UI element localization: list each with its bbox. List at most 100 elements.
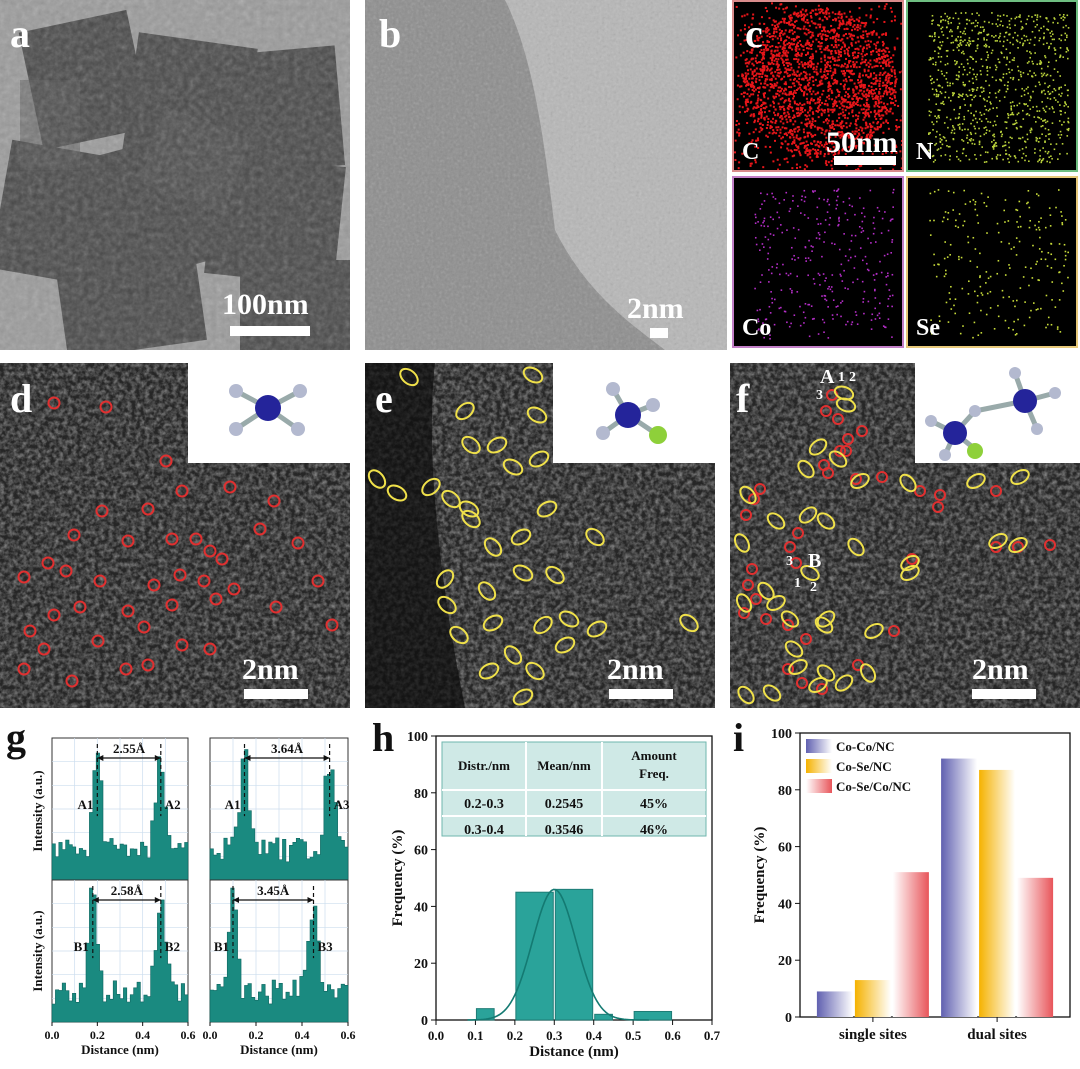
eds-dot [863,91,865,93]
eds-dot [1064,33,1066,35]
eds-dot [798,126,800,128]
eds-dot [785,127,787,129]
eds-dot [758,118,760,120]
eds-dot [1008,161,1010,163]
g-peak-label-left: B1 [214,939,229,954]
eds-dot [936,79,938,81]
eds-dot [829,70,831,72]
eds-dot [801,90,803,92]
eds-dot [959,124,961,126]
eds-dot [992,76,994,78]
eds-dot [832,36,834,38]
eds-dot [1037,308,1039,310]
eds-dot [777,159,779,161]
eds-dot [815,79,817,81]
eds-dot [1065,259,1067,261]
eds-dot [878,6,880,8]
eds-dot [818,333,820,335]
eds-dot [1060,47,1062,49]
eds-dot [811,44,813,46]
eds-dot [783,109,785,111]
eds-dot [829,224,831,226]
eds-dot [979,142,981,144]
eds-dot [753,90,755,92]
eds-dot [821,127,823,129]
eds-dot [818,273,820,275]
eds-dot [970,56,972,58]
eds-dot [1013,114,1015,116]
eds-dot [786,36,788,38]
eds-dot [879,72,881,74]
eds-dot [1055,99,1057,101]
eds-dot [852,282,854,284]
eds-dot [806,141,808,143]
eds-dot [774,108,776,110]
eds-dot [857,92,859,94]
eds-dot [987,34,989,36]
h-table-cell: 0.2-0.3 [464,797,504,812]
eds-dot [858,20,860,22]
eds-dot [772,54,774,56]
eds-dot [762,62,764,64]
eds-dot [890,7,892,9]
eds-dot [764,82,766,84]
eds-dot [738,161,740,163]
eds-dot [947,127,949,129]
eds-dot [996,40,998,42]
h-table-cell: 0.3546 [545,823,584,838]
eds-dot [814,190,816,192]
eds-dot [844,28,846,30]
eds-dot [889,82,891,84]
eds-dot [983,134,985,136]
eds-dot [968,242,970,244]
eds-dot [843,88,845,90]
eds-dot [874,116,876,118]
eds-dot [850,257,852,259]
eds-dot [792,110,794,112]
eds-dot [770,69,772,71]
eds-dot [792,133,794,135]
eds-dot [1008,117,1010,119]
eds-dot [804,75,806,77]
eds-dot [883,325,885,327]
eds-dot [1022,45,1024,47]
eds-dot [890,57,892,59]
eds-dot [965,44,967,46]
eds-dot [967,63,969,65]
eds-dot [942,144,944,146]
eds-dot [764,111,766,113]
eds-dot [874,289,876,291]
eds-dot [847,288,849,290]
eds-dot [870,51,872,53]
eds-dot [867,62,869,64]
eds-dot [805,145,807,147]
eds-dot [796,80,798,82]
eds-dot [755,80,757,82]
eds-dot [810,142,812,144]
eds-dot [757,87,759,89]
eds-dot [758,73,760,75]
eds-dot [931,23,933,25]
eds-dot [894,16,896,18]
eds-dot [835,44,837,46]
eds-dot [858,112,860,114]
eds-dot [819,96,821,98]
eds-dot [1033,21,1035,23]
eds-dot [977,222,979,224]
g-xtick-label: 0.6 [181,1028,196,1042]
eds-dot [802,64,804,66]
eds-dot [777,50,779,52]
eds-dot [779,132,781,134]
eds-dot [880,65,882,67]
eds-dot [1001,136,1003,138]
eds-dot [755,214,757,216]
eds-dot [779,108,781,110]
eds-dot [871,313,873,315]
eds-dot [947,21,949,23]
eds-dot [791,292,793,294]
eds-dot [1025,23,1027,25]
eds-dot [859,45,861,47]
eds-dot [782,48,784,50]
eds-dot [753,75,755,77]
eds-dot [887,55,889,57]
